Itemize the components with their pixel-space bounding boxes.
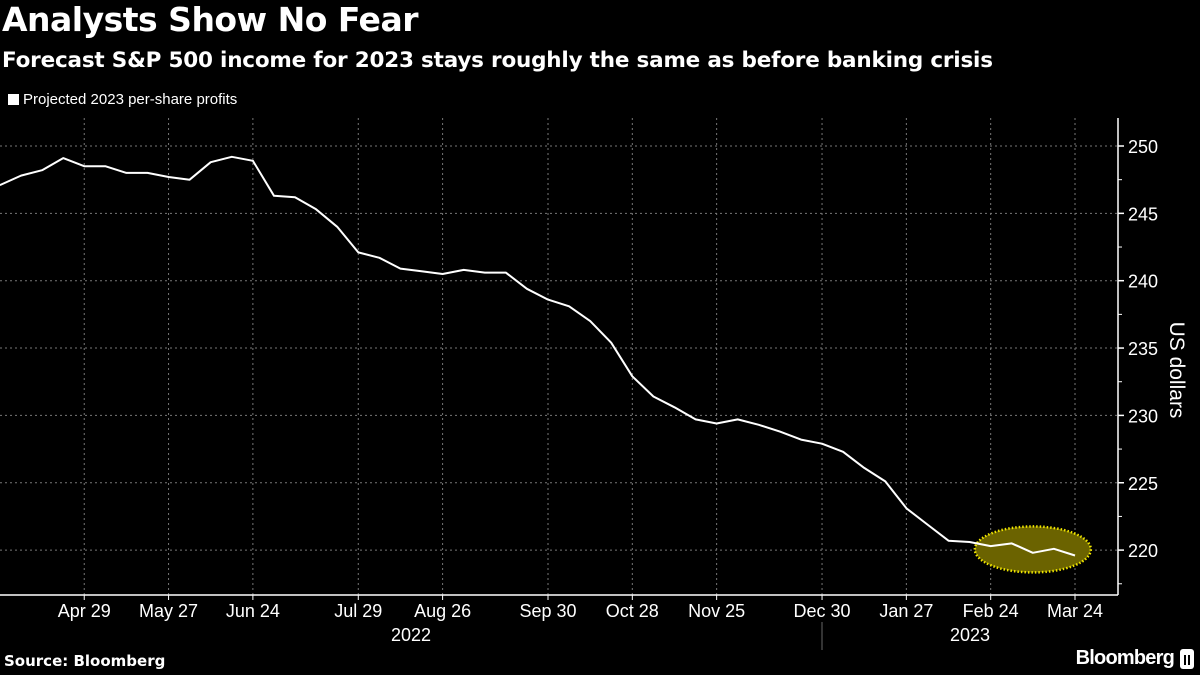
year-label: 2022 — [391, 625, 431, 645]
y-axis-title: US dollars — [1165, 322, 1188, 419]
legend-swatch — [8, 94, 19, 105]
source-note: Source: Bloomberg — [4, 652, 166, 670]
legend-label: Projected 2023 per-share profits — [23, 91, 238, 108]
y-tick-label: 225 — [1128, 474, 1158, 494]
brand-name: Bloomberg — [1075, 647, 1175, 669]
x-tick-label: Jun 24 — [226, 601, 280, 621]
chart-subtitle: Forecast S&P 500 income for 2023 stays r… — [2, 48, 993, 73]
highlight-ellipse — [973, 525, 1093, 574]
y-tick-label: 220 — [1128, 541, 1158, 561]
year-label: 2023 — [950, 625, 990, 645]
legend: Projected 2023 per-share profits — [8, 91, 237, 108]
series-line — [0, 155, 1076, 557]
x-tick-label: Dec 30 — [794, 601, 851, 621]
x-tick-label: Feb 24 — [963, 601, 1019, 621]
y-tick-label: 230 — [1128, 406, 1158, 426]
x-tick-label: Oct 28 — [606, 601, 659, 621]
x-tick-label: Sep 30 — [519, 601, 576, 621]
chart-title: Analysts Show No Fear — [2, 0, 419, 39]
x-tick-label: Apr 29 — [58, 601, 111, 621]
x-tick-label: Jan 27 — [879, 601, 933, 621]
y-tick-label: 245 — [1128, 204, 1158, 224]
y-tick-label: 235 — [1128, 339, 1158, 359]
x-tick-label: Nov 25 — [688, 601, 745, 621]
y-tick-label: 250 — [1128, 137, 1158, 157]
x-tick-label: Jul 29 — [334, 601, 382, 621]
x-tick-label: May 27 — [139, 601, 198, 621]
x-tick-label: Mar 24 — [1047, 601, 1103, 621]
x-tick-label: Aug 26 — [414, 601, 471, 621]
bloomberg-logo: Bloomberg — [1076, 647, 1194, 670]
bloomberg-terminal-icon — [1180, 648, 1194, 669]
y-tick-label: 240 — [1128, 272, 1158, 292]
